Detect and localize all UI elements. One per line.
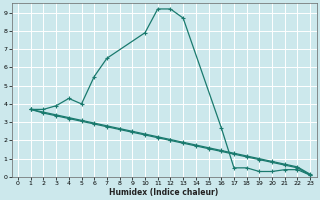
X-axis label: Humidex (Indice chaleur): Humidex (Indice chaleur) [109, 188, 219, 197]
